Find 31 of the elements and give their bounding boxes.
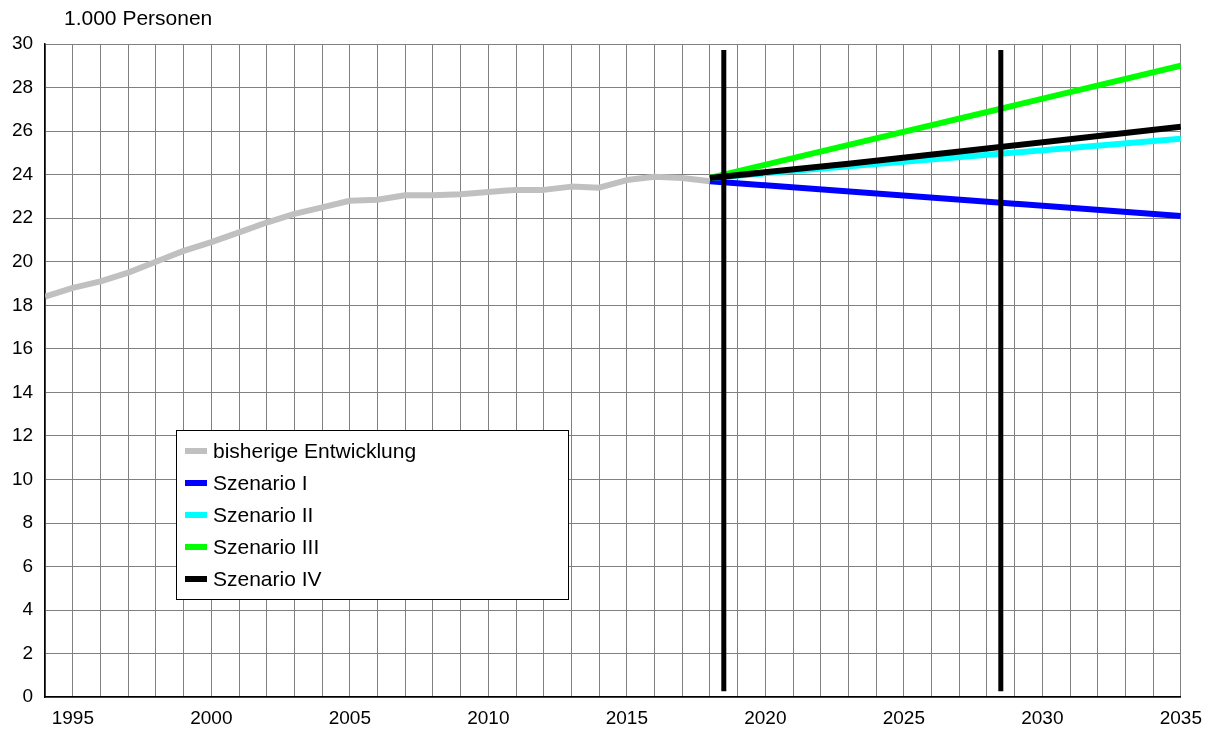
y-tick-label: 10 [11,467,34,489]
y-tick-label: 2 [22,641,34,663]
legend-label: Szenario III [213,535,320,559]
y-tick-label: 0 [22,685,34,707]
x-tick-label: 2000 [190,706,233,728]
legend-label: Szenario I [213,471,308,495]
legend-label: bisherige Entwicklung [213,439,417,463]
x-tick-label: 2005 [328,706,371,728]
y-tick-label: 24 [11,162,34,184]
x-tick-label: 2035 [1159,706,1203,728]
x-tick-label: 2020 [744,706,787,728]
x-tick-label: 2015 [605,706,648,728]
y-tick-label: 6 [22,554,34,576]
x-tick-label: 1995 [51,706,94,728]
y-tick-label: 30 [11,32,34,54]
x-tick-label: 2030 [1021,706,1064,728]
y-tick-label: 16 [11,337,34,359]
y-tick-label: 18 [11,293,34,315]
y-tick-label: 20 [11,249,34,271]
x-tick-label: 2025 [882,706,925,728]
y-tick-label: 4 [22,598,34,620]
y-tick-label: 26 [11,119,34,141]
y-tick-label: 28 [11,75,34,97]
y-tick-label: 12 [11,424,34,446]
y-axis-title: 1.000 Personen [64,6,213,30]
legend-label: Szenario II [213,503,314,527]
y-tick-label: 14 [11,380,34,402]
x-tick-label: 2010 [467,706,510,728]
y-tick-label: 22 [11,206,34,228]
y-tick-label: 8 [22,511,34,533]
legend-label: Szenario IV [213,567,322,591]
